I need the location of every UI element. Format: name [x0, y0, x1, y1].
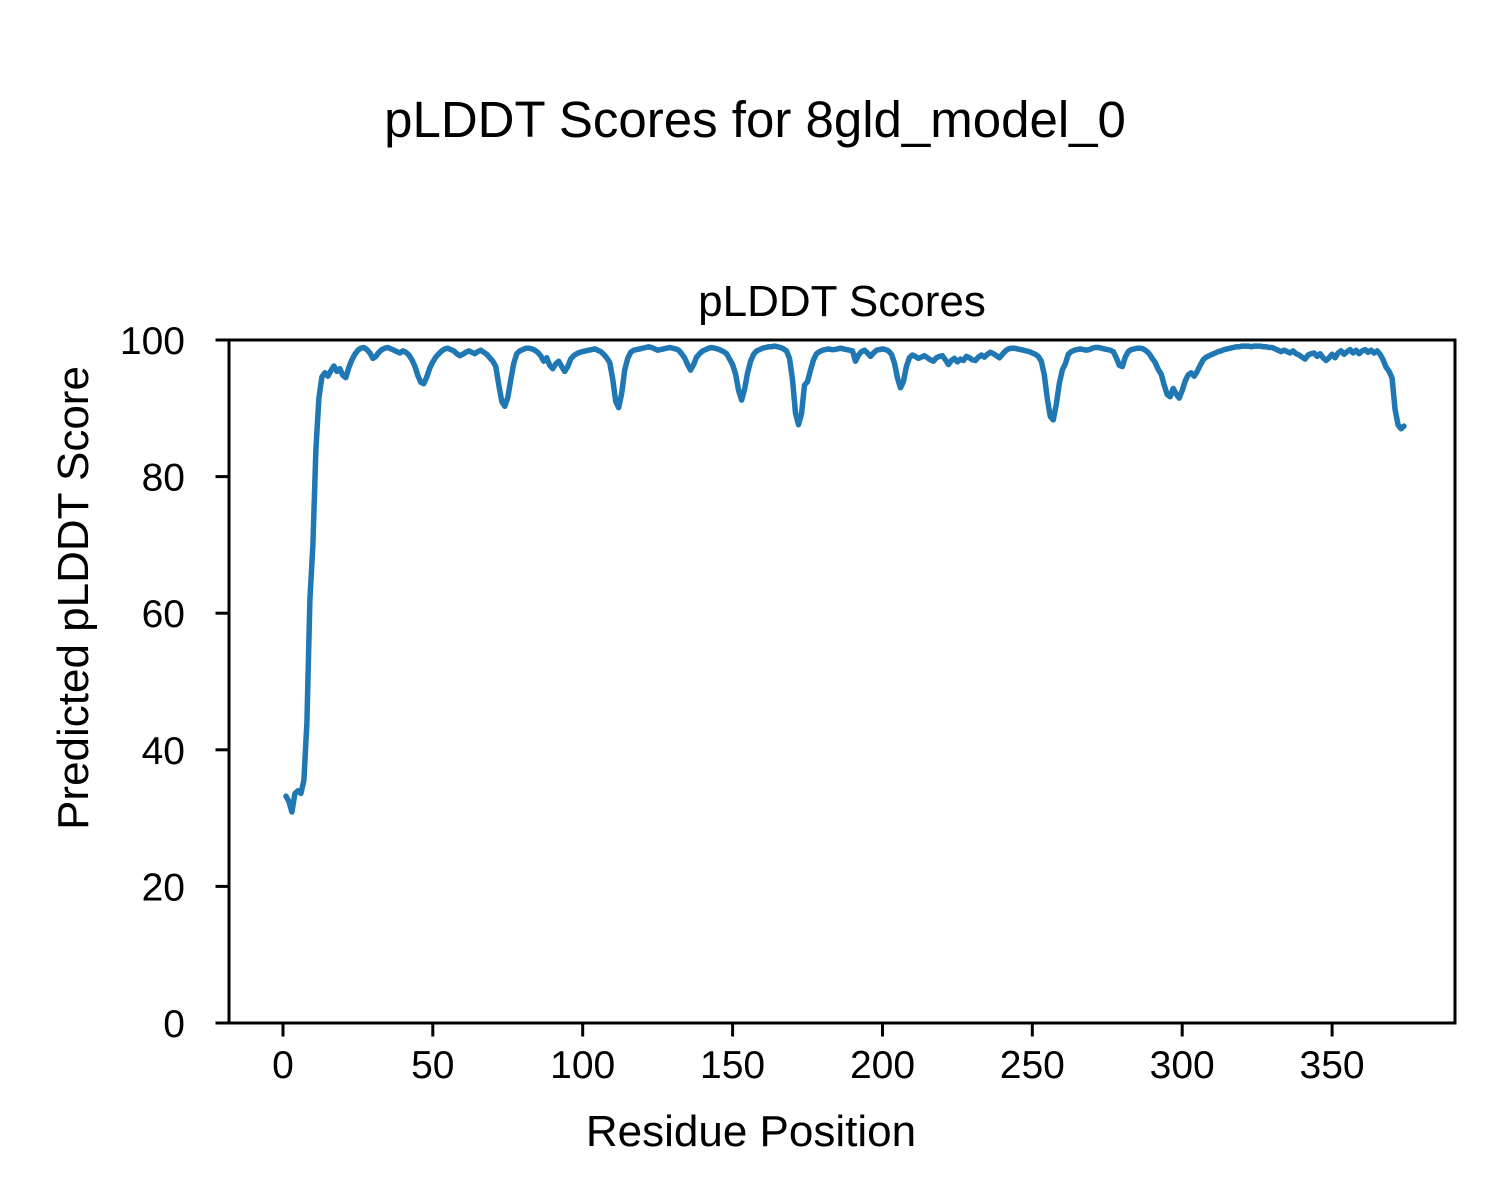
y-tick-label: 60 [142, 593, 185, 636]
y-axis-label: Predicted pLDDT Score [49, 366, 98, 830]
x-tick-label: 50 [411, 1044, 454, 1087]
y-tick-label: 40 [142, 730, 185, 773]
x-axis-ticks: 0 50 100 150 200 250 300 350 [272, 1024, 1365, 1087]
plddt-score-line [283, 343, 1407, 815]
y-axis-ticks: 0 20 40 60 80 100 [120, 320, 228, 1046]
x-tick-label: 250 [1000, 1044, 1065, 1087]
y-tick-label: 0 [163, 1003, 185, 1046]
x-tick-label: 300 [1150, 1044, 1215, 1087]
x-tick-label: 0 [272, 1044, 294, 1087]
x-tick-label: 150 [700, 1044, 765, 1087]
plot-border [227, 338, 1457, 1025]
x-tick-label: 200 [850, 1044, 915, 1087]
axes-title: pLDDT Scores [698, 277, 986, 326]
y-tick-label: 80 [142, 457, 185, 500]
y-tick-label: 100 [120, 320, 185, 363]
x-tick-label: 100 [550, 1044, 615, 1087]
x-tick-label: 350 [1300, 1044, 1365, 1087]
y-tick-label: 20 [142, 866, 185, 909]
figure-title: pLDDT Scores for 8gld_model_0 [384, 91, 1126, 148]
x-axis-label: Residue Position [586, 1107, 916, 1156]
